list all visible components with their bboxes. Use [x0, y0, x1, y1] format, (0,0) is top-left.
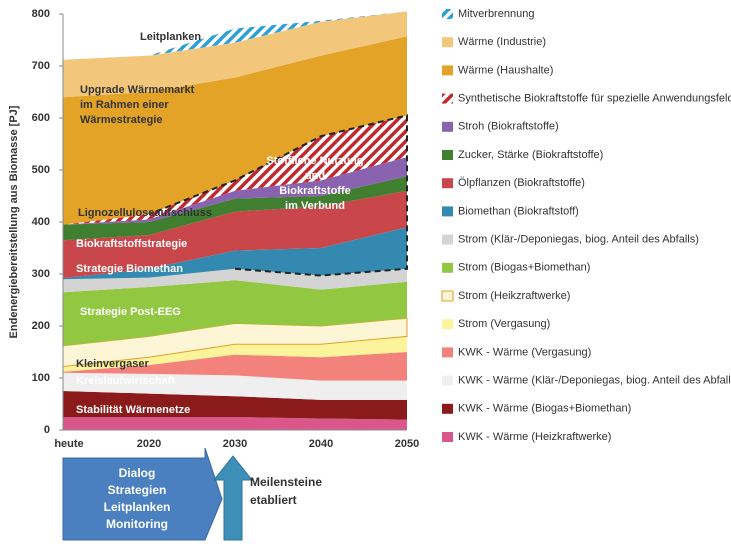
dashed-outline — [148, 114, 408, 277]
legend-label: KWK - Wärme (Klär-/Deponiegas, biog. Ant… — [458, 375, 731, 387]
process-text: Leitplanken — [104, 500, 171, 514]
legend-label: Strom (Heikzraftwerke) — [458, 290, 570, 302]
annotation: Stoffliche Nutzung — [266, 155, 363, 167]
process-arrow — [62, 447, 223, 541]
legend-label: Strom (Biogas+Biomethan) — [458, 262, 590, 274]
legend-swatch — [442, 234, 453, 245]
x-tick-label: 2050 — [395, 438, 419, 450]
legend-label: Wärme (Industrie) — [458, 36, 546, 48]
area — [63, 391, 407, 420]
legend-label: Mitverbrennung — [458, 8, 534, 20]
annotation: im Rahmen einer — [80, 99, 169, 111]
area — [63, 336, 407, 372]
area — [63, 352, 407, 381]
legend-label: Wärme (Haushalte) — [458, 64, 553, 76]
legend-swatch — [442, 9, 453, 19]
process-text: Strategien — [108, 483, 167, 497]
legend-swatch — [442, 37, 453, 48]
annotation: Biokraftstoffe — [279, 185, 351, 197]
y-tick-label: 300 — [32, 268, 50, 280]
area — [63, 280, 407, 346]
x-tick-label: 2040 — [309, 438, 333, 450]
area — [63, 36, 407, 225]
area — [63, 11, 407, 60]
legend-swatch — [442, 403, 453, 414]
x-tick-label: 2030 — [223, 438, 247, 450]
annotation: Strategie Post-EEG — [80, 306, 181, 318]
area — [63, 417, 407, 430]
area — [63, 115, 407, 225]
legend-label: Strom (Klär-/Deponiegas, biog. Anteil de… — [458, 234, 699, 246]
y-tick-label: 500 — [32, 164, 50, 176]
annotation: Biokraftstoffstrategie — [76, 238, 187, 250]
milestone-text: etabliert — [250, 493, 297, 507]
annotation: Kleinvergaser — [76, 358, 149, 370]
milestone-text: Meilensteine — [250, 475, 322, 489]
legend-label: Stroh (Biokraftstoffe) — [458, 121, 559, 133]
annotation: Strategie Biomethan — [76, 263, 183, 275]
legend-swatch — [442, 150, 453, 160]
process-text: Dialog — [119, 466, 156, 480]
legend-swatch — [442, 319, 453, 330]
legend-label: Strom (Vergasung) — [458, 318, 550, 330]
legend-swatch — [442, 178, 453, 189]
x-tick-label: 2020 — [137, 438, 161, 450]
y-tick-label: 100 — [32, 372, 50, 384]
area — [63, 176, 407, 241]
legend-label: KWK - Wärme (Heizkraftwerke) — [458, 431, 611, 443]
y-axis-label: Endenergiebereitstellung aus Biomasse [P… — [8, 105, 20, 338]
legend-label: Ölpflanzen (Biokraftstoffe) — [458, 177, 585, 189]
annotation: Stabilität Wärmenetze — [76, 404, 190, 416]
legend-label: KWK - Wärme (Vergasung) — [458, 346, 591, 358]
milestone-arrow — [212, 455, 254, 541]
y-tick-label: 400 — [32, 216, 50, 228]
annotation: im Verbund — [285, 200, 345, 212]
y-tick-label: 0 — [44, 424, 50, 436]
legend-swatch — [442, 93, 453, 104]
area — [63, 11, 407, 98]
legend-label: Synthetische Biokraftstoffe für speziell… — [458, 93, 731, 105]
legend-swatch — [441, 290, 454, 302]
area — [62, 317, 408, 368]
legend-label: KWK - Wärme (Biogas+Biomethan) — [458, 403, 631, 415]
annotation: Upgrade Wärmemarkt — [80, 84, 195, 96]
annotation: und — [305, 170, 325, 182]
x-tick-label: heute — [54, 438, 83, 450]
legend-swatch — [442, 432, 453, 442]
y-tick-label: 800 — [32, 8, 50, 20]
area — [63, 372, 407, 400]
area — [63, 190, 407, 279]
annotation: Leitplanken — [140, 31, 201, 43]
y-tick-label: 700 — [32, 60, 50, 72]
legend-swatch — [442, 347, 453, 358]
annotation: Lignozelluloseaufschluss — [78, 207, 212, 219]
y-tick-label: 200 — [32, 320, 50, 332]
area — [63, 268, 407, 293]
legend-label: Zucker, Stärke (Biokraftstoffe) — [458, 149, 603, 161]
legend-swatch — [442, 65, 453, 76]
area — [63, 227, 407, 280]
legend-label: Biomethan (Biokraftstoff) — [458, 205, 579, 217]
process-text: Monitoring — [106, 517, 168, 531]
legend-swatch — [442, 262, 453, 273]
annotation: Wärmestrategie — [80, 114, 163, 126]
legend-swatch — [442, 206, 453, 217]
legend-swatch — [442, 121, 453, 132]
legend-swatch — [442, 375, 453, 386]
annotation: Kreislaufwirtschaft — [76, 375, 175, 387]
y-tick-label: 600 — [32, 112, 50, 124]
